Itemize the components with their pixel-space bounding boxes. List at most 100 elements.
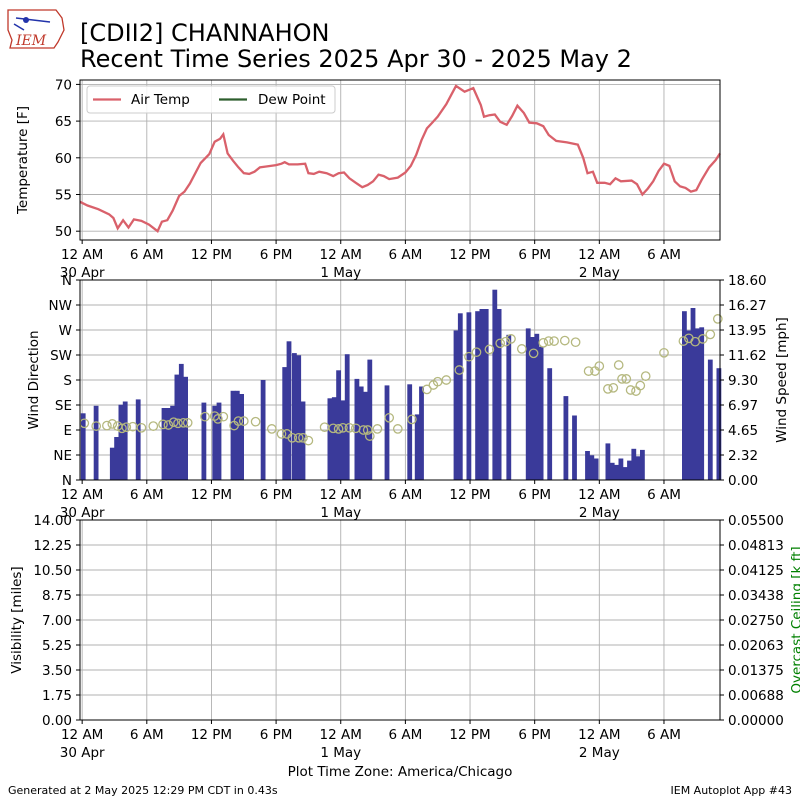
temperature-legend: Air Temp Dew Point bbox=[86, 85, 336, 114]
temperature-frame bbox=[79, 79, 721, 241]
wind-speed-bar bbox=[496, 309, 502, 480]
x-tick-label: 12 AM bbox=[61, 247, 103, 263]
iowa-state-outline bbox=[7, 9, 65, 49]
wind-direction-marker bbox=[543, 336, 554, 346]
wind-speed-tick-label: 13.95 bbox=[728, 323, 767, 339]
wind-direction-marker bbox=[293, 432, 304, 443]
wind-speed-bar bbox=[538, 346, 544, 480]
wind-direction-tick-label: E bbox=[63, 423, 72, 439]
wind-axes: 12 AM 6 AM 12 PM 6 PM 12 AM 6 AM 12 PM 6 PM 12 A… bbox=[49, 273, 767, 521]
wind-direction-marker bbox=[287, 432, 298, 443]
wind-speed-bar bbox=[93, 405, 99, 480]
wind-direction-marker bbox=[107, 419, 118, 429]
wind-direction-marker bbox=[613, 360, 624, 370]
wind-speed-tick-label: 16.27 bbox=[728, 298, 767, 314]
x-tick-label: 12 AM bbox=[320, 247, 362, 263]
wind-direction-marker bbox=[454, 365, 465, 375]
wind-speed-tick-label: 9.30 bbox=[728, 373, 758, 389]
wind-direction-marker bbox=[441, 375, 452, 385]
legend-dew-point-label: Dew Point bbox=[258, 92, 326, 108]
temperature-tick-label: 70 bbox=[55, 77, 72, 93]
temperature-grid bbox=[80, 80, 720, 240]
x-date-label: 1 May bbox=[320, 265, 361, 281]
ceiling-tick-label: 0.00000 bbox=[728, 713, 784, 729]
temperature-tick-label: 65 bbox=[55, 114, 72, 130]
wind-speed-tick-label: 11.62 bbox=[728, 348, 767, 364]
ceiling-tick-label: 0.03438 bbox=[728, 588, 784, 604]
visibility-tick-label: 8.75 bbox=[42, 588, 72, 604]
timezone-label: Plot Time Zone: America/Chicago bbox=[288, 764, 513, 780]
wind-direction-marker bbox=[659, 347, 669, 358]
wind-speed-bars bbox=[80, 289, 722, 480]
visibility-tick-label: 14.00 bbox=[33, 513, 72, 529]
x-tick-label: 12 PM bbox=[449, 487, 490, 503]
wind-speed-bar bbox=[354, 378, 360, 480]
wind-direction-marker bbox=[594, 361, 605, 371]
wind-speed-bar bbox=[212, 405, 218, 480]
wind-speed-tick-label: 2.32 bbox=[728, 448, 758, 464]
wind-speed-bar bbox=[286, 341, 292, 480]
visibility-tick-label: 0.00 bbox=[42, 713, 72, 729]
x-tick-label: 6 PM bbox=[518, 247, 551, 263]
wind-speed-bar bbox=[694, 328, 700, 480]
wind-speed-bar bbox=[547, 368, 553, 480]
iem-logo: IEM bbox=[7, 9, 65, 49]
wind-direction-marker bbox=[121, 422, 132, 433]
legend-box bbox=[86, 85, 336, 114]
wind-direction-marker bbox=[344, 422, 355, 433]
wind-speed-bar bbox=[605, 443, 611, 480]
x-tick-label: 6 AM bbox=[647, 487, 681, 503]
wind-speed-bar bbox=[239, 394, 244, 480]
visibility-frame bbox=[79, 519, 721, 721]
wind-speed-tick-label: 0.00 bbox=[728, 473, 758, 489]
wind-speed-bar bbox=[530, 337, 535, 480]
wind-direction-tick-label: S bbox=[63, 373, 72, 389]
wind-speed-bar bbox=[367, 359, 373, 480]
wind-direction-marker bbox=[603, 384, 613, 394]
x-tick-label: 12 AM bbox=[61, 487, 103, 503]
wind-direction-marker bbox=[384, 412, 395, 423]
wind-direction-marker bbox=[338, 422, 348, 433]
wind-direction-marker bbox=[538, 337, 549, 348]
visibility-tick-label: 12.25 bbox=[33, 538, 72, 554]
wind-speed-bar bbox=[414, 414, 420, 480]
wind-speed-bar bbox=[506, 334, 512, 480]
wind-direction-tick-label: N bbox=[62, 273, 72, 289]
x-tick-label: 6 AM bbox=[389, 727, 423, 743]
x-tick-label: 6 AM bbox=[130, 247, 164, 263]
wind-speed-bar bbox=[292, 353, 297, 480]
ceiling-tick-label: 0.01375 bbox=[728, 663, 784, 679]
wind-direction-marker bbox=[516, 344, 527, 354]
wind-direction-marker bbox=[621, 374, 632, 384]
x-tick-label: 12 AM bbox=[578, 727, 620, 743]
wind-speed-bar bbox=[201, 402, 207, 480]
wind-speed-bar bbox=[707, 359, 713, 480]
temperature-axes: 12 AM 6 AM 12 PM 6 PM 12 AM 6 AM 12 PM 6 PM 12 A… bbox=[55, 77, 681, 281]
temperature-tick-label: 60 bbox=[55, 151, 72, 167]
logo-arrow bbox=[13, 23, 25, 31]
chart-title-line2: Recent Time Series 2025 Apr 30 - 2025 Ma… bbox=[80, 45, 632, 73]
x-tick-label: 6 AM bbox=[647, 727, 681, 743]
wind-speed-bar bbox=[331, 397, 337, 480]
x-tick-label: 6 AM bbox=[389, 247, 423, 263]
wind-panel: 12 AM 6 AM 12 PM 6 PM 12 AM 6 AM 12 PM 6 PM 12 A… bbox=[26, 273, 790, 521]
wind-direction-marker bbox=[178, 417, 189, 428]
wind-speed-axis-label: Wind Speed [mph] bbox=[774, 317, 790, 443]
wind-speed-bar bbox=[407, 384, 413, 480]
ceiling-tick-label: 0.05500 bbox=[728, 513, 784, 529]
wind-speed-tick-label: 4.65 bbox=[728, 423, 758, 439]
wind-direction-marker bbox=[213, 414, 223, 424]
chart-title-line1: [CDII2] CHANNAHON bbox=[80, 19, 329, 47]
wind-speed-bar bbox=[635, 456, 641, 480]
wind-direction-marker bbox=[500, 336, 511, 347]
app-note: IEM Autoplot App #43 bbox=[671, 784, 793, 797]
visibility-tick-label: 7.00 bbox=[42, 613, 72, 629]
wind-direction-marker bbox=[364, 431, 375, 441]
wind-direction-markers bbox=[79, 314, 723, 446]
wind-direction-marker bbox=[712, 314, 723, 324]
air-temp-line bbox=[79, 84, 721, 233]
x-tick-label: 12 AM bbox=[320, 487, 362, 503]
x-date-label: 1 May bbox=[320, 505, 361, 521]
wind-speed-bar bbox=[609, 462, 615, 480]
wind-speed-bar bbox=[585, 451, 590, 480]
